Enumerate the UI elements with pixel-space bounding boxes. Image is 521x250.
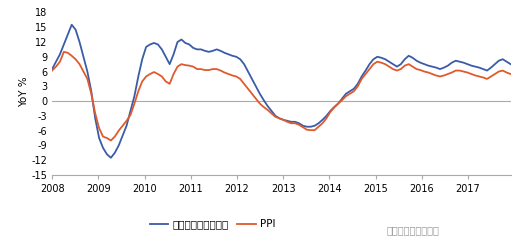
工业品购进价格指数 [49, 68, 55, 70]
Y-axis label: YoY %: YoY % [19, 76, 29, 106]
PPI [108, 139, 114, 142]
PPI [374, 60, 380, 63]
PPI [417, 68, 424, 71]
PPI [214, 68, 220, 70]
工业品购进价格指数 [374, 55, 380, 58]
工业品购进价格指数 [410, 56, 416, 59]
工业品购进价格指数 [104, 153, 110, 156]
PPI [61, 50, 67, 53]
PPI [104, 136, 110, 140]
工业品购进价格指数 [69, 23, 75, 26]
工业品购进价格指数 [214, 48, 220, 51]
工业品购进价格指数 [151, 42, 157, 44]
工业品购进价格指数 [417, 61, 424, 64]
工业品购进价格指数 [507, 63, 514, 66]
Text: 沈建光博士宏观研究: 沈建光博士宏观研究 [387, 226, 440, 235]
工业品购进价格指数 [108, 156, 114, 159]
PPI [49, 69, 55, 72]
Legend: 工业品购进价格指数, PPI: 工业品购进价格指数, PPI [145, 215, 280, 234]
PPI [151, 70, 157, 74]
PPI [507, 72, 514, 76]
Line: PPI: PPI [52, 52, 511, 141]
PPI [410, 65, 416, 68]
Line: 工业品购进价格指数: 工业品购进价格指数 [52, 25, 511, 158]
